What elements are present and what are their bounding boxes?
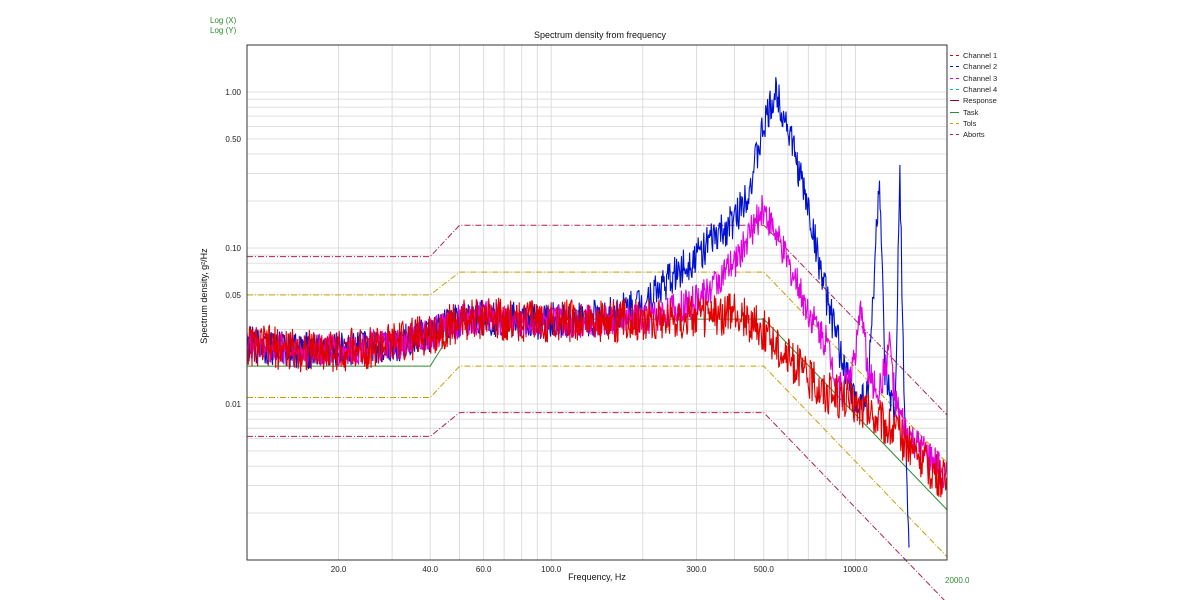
legend-label: Task	[963, 107, 979, 117]
x-tick-label: 100.0	[541, 565, 562, 574]
log-y-flag: Log (Y)	[210, 26, 237, 35]
series-channel-1	[246, 293, 948, 498]
legend-item: Channel 3	[950, 73, 997, 84]
legend-label: Channel 3	[963, 73, 998, 83]
y-axis-label: Spectrum density, g²/Hz	[199, 248, 209, 344]
x-tick-label: 40.0	[422, 565, 438, 574]
legend-swatch	[950, 134, 959, 136]
lower-tolerance-line	[247, 365, 948, 558]
x-tick-label: 60.0	[476, 565, 492, 574]
legend-item: Channel 4	[950, 84, 997, 95]
y-tick-label: 0.01	[225, 400, 241, 409]
legend-label: Aborts	[963, 130, 985, 140]
grid	[246, 44, 948, 561]
legend: Channel 1 Channel 2 Channel 3 Channel 4 Resp…	[950, 50, 997, 140]
legend-swatch	[950, 77, 959, 79]
legend-label: Channel 1	[963, 51, 998, 61]
y-tick-labels: 1.00 0.50 0.10 0.05 0.01	[225, 88, 241, 409]
x-tick-label: 20.0	[331, 565, 347, 574]
y-tick-label: 0.10	[225, 244, 241, 253]
x-tick-labels: 20.0 40.0 60.0 100.0 300.0 500.0 1000.0	[331, 565, 868, 574]
legend-item: Response	[950, 95, 997, 106]
y-tick-label: 1.00	[225, 88, 241, 97]
legend-label: Channel 4	[963, 85, 998, 95]
y-tick-label: 0.50	[225, 135, 241, 144]
series-aborts	[247, 224, 948, 416]
log-x-flag: Log (X)	[210, 16, 237, 25]
legend-label: Channel 2	[963, 62, 998, 72]
legend-swatch	[950, 89, 959, 91]
legend-item: Tols	[950, 118, 997, 129]
legend-item: Aborts	[950, 129, 997, 140]
x-axis-label: Frequency, Hz	[568, 572, 626, 582]
legend-item: Channel 1	[950, 50, 997, 61]
x-tick-label: 300.0	[686, 565, 707, 574]
chart-title: Spectrum density from frequency	[533, 30, 667, 40]
lower-abort-line	[247, 412, 945, 600]
x-tick-label: 500.0	[754, 565, 775, 574]
legend-item: Task	[950, 106, 997, 117]
limit-lines	[247, 224, 948, 600]
legend-swatch	[950, 122, 959, 124]
legend-swatch	[950, 66, 959, 68]
series-lines	[246, 77, 948, 548]
legend-swatch	[950, 111, 959, 113]
y-tick-label: 0.05	[225, 291, 241, 300]
legend-label: Tols	[963, 118, 977, 128]
x-max-label: 2000.0	[945, 576, 970, 585]
plot-frame	[246, 44, 948, 561]
legend-item: Channel 2	[950, 61, 997, 72]
legend-swatch	[950, 100, 959, 102]
series-tols	[247, 271, 948, 464]
legend-swatch	[950, 55, 959, 57]
x-tick-label: 1000.0	[843, 565, 868, 574]
legend-label: Response	[963, 96, 997, 106]
